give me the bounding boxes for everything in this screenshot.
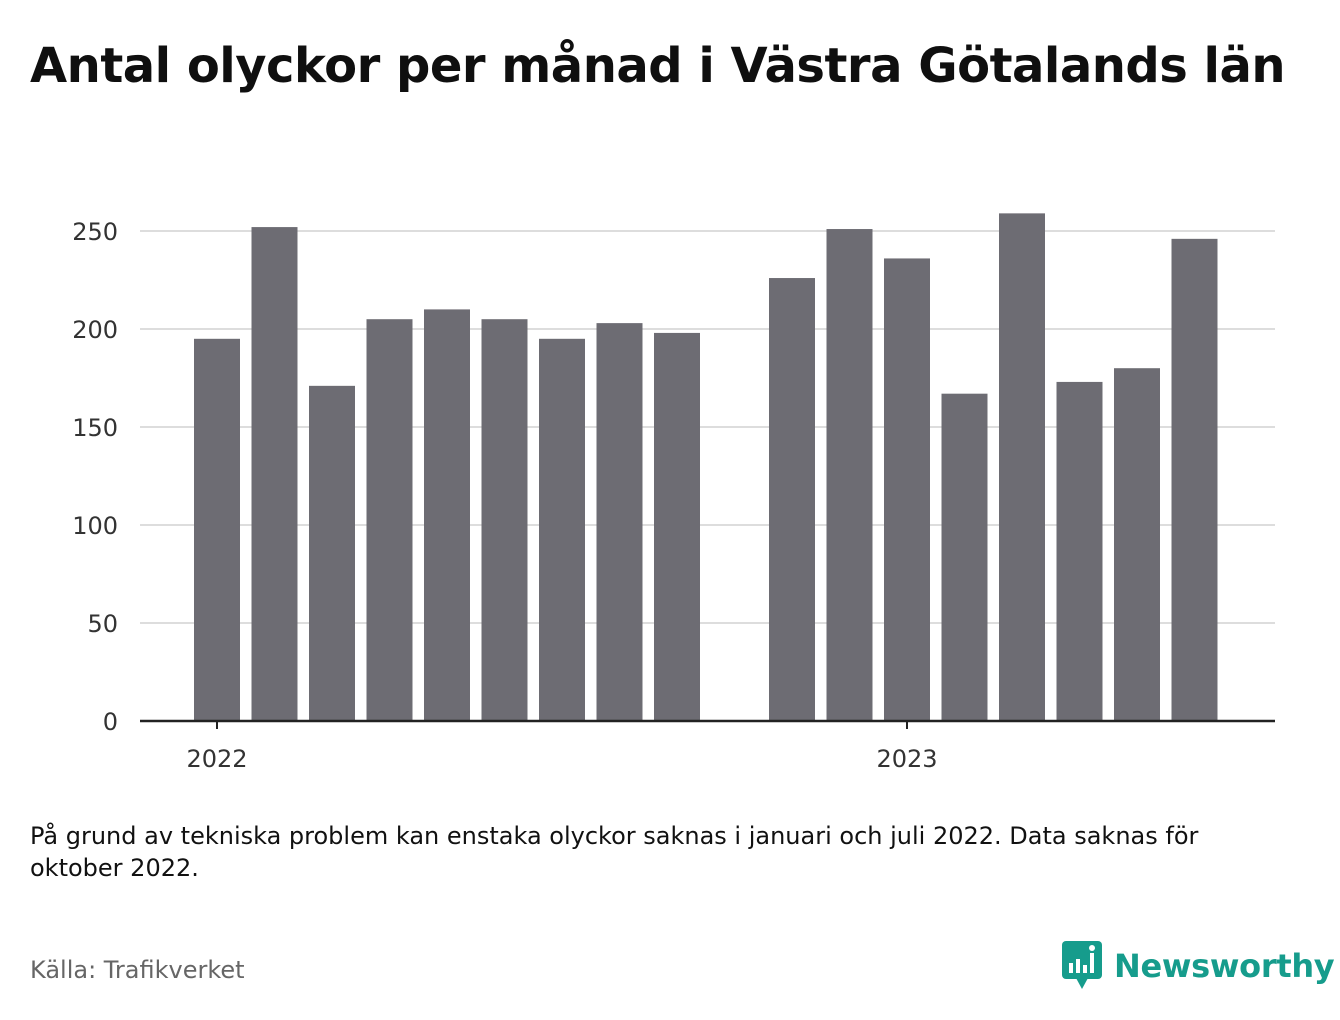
y-tick-label: 50: [87, 610, 118, 638]
bar: [884, 258, 930, 721]
bar: [251, 227, 298, 721]
bar: [424, 309, 470, 721]
bar: [1171, 238, 1218, 721]
brand-name: Newsworthy: [1114, 947, 1335, 985]
bar: [654, 332, 700, 721]
bar: [941, 393, 988, 721]
x-tick-label: 2023: [876, 745, 937, 773]
bar: [366, 319, 413, 721]
y-tick-label: 150: [72, 414, 118, 442]
bar: [769, 278, 815, 721]
brand-logo[interactable]: Newsworthy: [1062, 940, 1335, 992]
bar-chart: 0 50 100 150 200 250 2022 2023: [72, 213, 1275, 773]
chart-note: På grund av tekniska problem kan enstaka…: [30, 822, 1199, 882]
bar: [309, 385, 355, 721]
newsworthy-logo-icon: [1062, 941, 1102, 989]
bar: [999, 213, 1045, 722]
bar: [826, 229, 873, 722]
bar: [1114, 368, 1160, 721]
y-tick-label: 100: [72, 512, 118, 540]
bar: [194, 338, 240, 721]
bar: [1056, 381, 1103, 721]
chart-title: Antal olyckor per månad i Västra Götalan…: [30, 38, 1286, 94]
y-tick-label: 0: [103, 708, 118, 736]
x-tick-label: 2022: [186, 745, 247, 773]
y-tick-label: 250: [72, 218, 118, 246]
bar: [481, 319, 528, 721]
y-tick-label: 200: [72, 316, 118, 344]
bar: [539, 338, 585, 721]
source-credit: Källa: Trafikverket: [30, 956, 245, 984]
bar: [596, 323, 643, 721]
